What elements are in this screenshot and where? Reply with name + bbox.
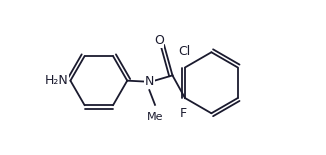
Text: Me: Me	[147, 112, 163, 122]
Text: Cl: Cl	[178, 45, 190, 58]
Text: H₂N: H₂N	[45, 74, 69, 87]
Text: F: F	[179, 107, 186, 120]
Text: N: N	[145, 75, 154, 88]
Text: O: O	[154, 34, 164, 47]
